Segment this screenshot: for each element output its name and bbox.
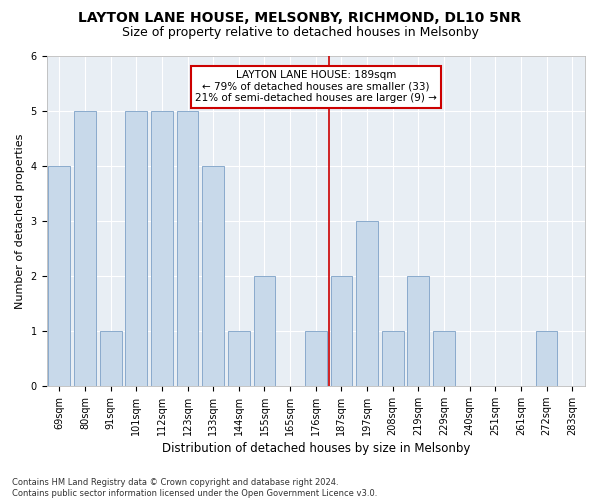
Text: LAYTON LANE HOUSE, MELSONBY, RICHMOND, DL10 5NR: LAYTON LANE HOUSE, MELSONBY, RICHMOND, D… <box>79 11 521 25</box>
Bar <box>254 276 275 386</box>
Bar <box>433 331 455 386</box>
Bar <box>74 112 96 386</box>
Bar <box>125 112 147 386</box>
Bar <box>176 112 199 386</box>
Bar <box>382 331 404 386</box>
Bar <box>536 331 557 386</box>
Bar <box>100 331 122 386</box>
Bar <box>228 331 250 386</box>
Bar <box>151 112 173 386</box>
Y-axis label: Number of detached properties: Number of detached properties <box>15 134 25 309</box>
Bar <box>356 221 378 386</box>
Bar <box>331 276 352 386</box>
Text: Size of property relative to detached houses in Melsonby: Size of property relative to detached ho… <box>122 26 478 39</box>
Text: LAYTON LANE HOUSE: 189sqm
← 79% of detached houses are smaller (33)
21% of semi-: LAYTON LANE HOUSE: 189sqm ← 79% of detac… <box>195 70 437 103</box>
Bar <box>49 166 70 386</box>
Text: Contains HM Land Registry data © Crown copyright and database right 2024.
Contai: Contains HM Land Registry data © Crown c… <box>12 478 377 498</box>
Bar <box>305 331 326 386</box>
Bar <box>202 166 224 386</box>
X-axis label: Distribution of detached houses by size in Melsonby: Distribution of detached houses by size … <box>161 442 470 455</box>
Bar <box>407 276 429 386</box>
